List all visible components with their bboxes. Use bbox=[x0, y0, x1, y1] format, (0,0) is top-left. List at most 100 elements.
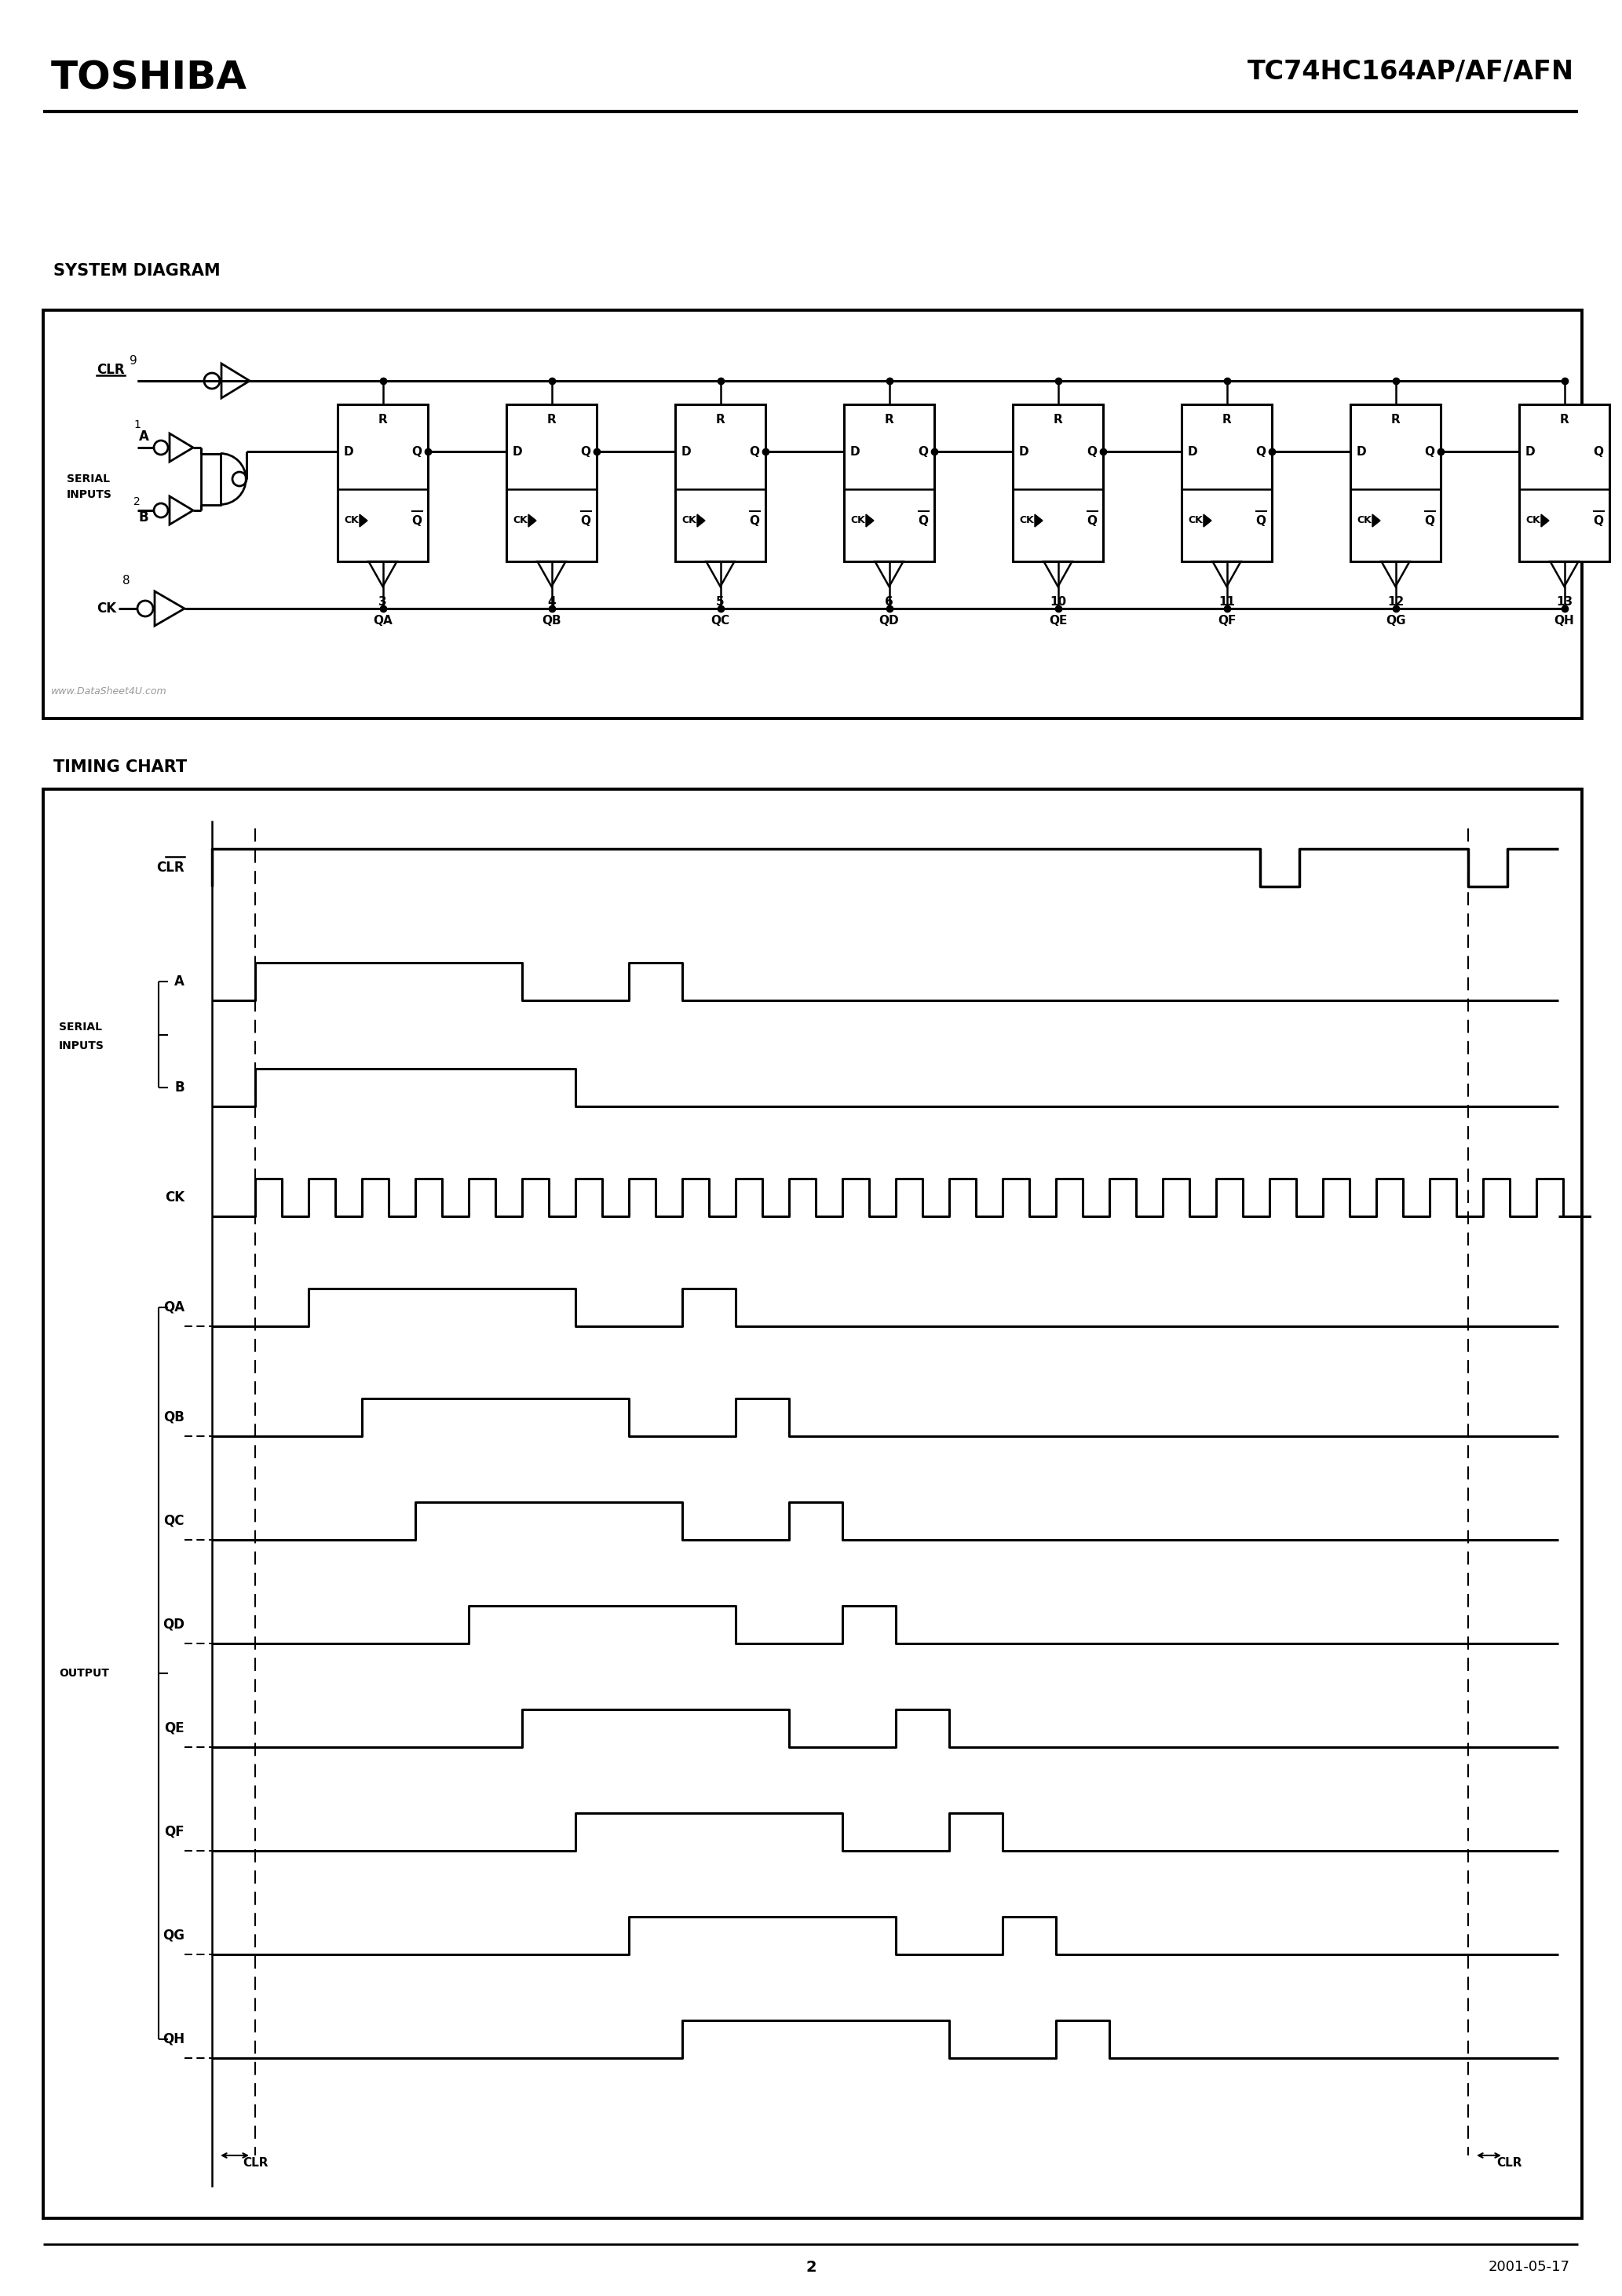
Text: R: R bbox=[547, 413, 556, 425]
Polygon shape bbox=[1541, 514, 1549, 526]
Text: CK: CK bbox=[850, 517, 865, 526]
Text: A: A bbox=[175, 974, 185, 990]
Text: SERIAL: SERIAL bbox=[58, 1022, 102, 1033]
Text: Q: Q bbox=[581, 514, 590, 526]
Text: D: D bbox=[513, 445, 522, 457]
Text: Q: Q bbox=[1593, 445, 1603, 457]
Text: SERIAL: SERIAL bbox=[67, 473, 110, 484]
Text: R: R bbox=[378, 413, 388, 425]
Text: QA: QA bbox=[373, 615, 393, 627]
Text: D: D bbox=[1019, 445, 1028, 457]
Polygon shape bbox=[1372, 514, 1380, 526]
Text: QC: QC bbox=[710, 615, 730, 627]
Text: OUTPUT: OUTPUT bbox=[58, 1667, 109, 1678]
Text: R: R bbox=[1560, 413, 1568, 425]
Text: B: B bbox=[175, 1081, 185, 1095]
Text: Q: Q bbox=[412, 445, 422, 457]
Text: QF: QF bbox=[164, 1825, 185, 1839]
Text: 8: 8 bbox=[123, 574, 130, 585]
Text: Q: Q bbox=[1424, 514, 1434, 526]
Text: Q: Q bbox=[918, 445, 928, 457]
Text: CK: CK bbox=[97, 602, 117, 615]
Text: CLR: CLR bbox=[243, 2156, 268, 2170]
Text: QG: QG bbox=[1385, 615, 1406, 627]
Text: CK: CK bbox=[1187, 517, 1202, 526]
Text: R: R bbox=[715, 413, 725, 425]
Polygon shape bbox=[1035, 514, 1043, 526]
Text: 9: 9 bbox=[130, 356, 138, 367]
Text: 10: 10 bbox=[1049, 597, 1066, 608]
Text: B: B bbox=[139, 510, 149, 523]
Text: QA: QA bbox=[164, 1300, 185, 1316]
Text: A: A bbox=[139, 429, 149, 443]
Bar bbox=[506, 404, 597, 563]
Bar bbox=[1012, 404, 1103, 563]
Text: INPUTS: INPUTS bbox=[58, 1040, 104, 1052]
Text: D: D bbox=[850, 445, 860, 457]
Text: Q: Q bbox=[749, 445, 759, 457]
Text: TC74HC164AP/AF/AFN: TC74HC164AP/AF/AFN bbox=[1247, 60, 1573, 85]
Text: 4: 4 bbox=[547, 597, 556, 608]
Text: Q: Q bbox=[1593, 514, 1603, 526]
Bar bbox=[1520, 404, 1609, 563]
Text: 1: 1 bbox=[133, 420, 141, 429]
Text: QH: QH bbox=[1554, 615, 1575, 627]
Text: 2: 2 bbox=[133, 496, 141, 507]
Bar bbox=[44, 790, 1581, 2218]
Text: QC: QC bbox=[164, 1513, 185, 1529]
Text: CLR: CLR bbox=[97, 363, 125, 377]
Text: 12: 12 bbox=[1387, 597, 1405, 608]
Text: D: D bbox=[1187, 445, 1197, 457]
Text: R: R bbox=[1392, 413, 1400, 425]
Text: QE: QE bbox=[164, 1722, 185, 1736]
Text: QB: QB bbox=[542, 615, 561, 627]
Text: QB: QB bbox=[164, 1410, 185, 1424]
Text: R: R bbox=[884, 413, 894, 425]
Text: Q: Q bbox=[749, 514, 759, 526]
Text: CK: CK bbox=[513, 517, 527, 526]
Text: 13: 13 bbox=[1555, 597, 1573, 608]
Text: R: R bbox=[1053, 413, 1062, 425]
Bar bbox=[337, 404, 428, 563]
Polygon shape bbox=[529, 514, 537, 526]
Text: INPUTS: INPUTS bbox=[67, 489, 112, 501]
Bar bbox=[44, 310, 1581, 719]
Text: 11: 11 bbox=[1218, 597, 1234, 608]
Text: D: D bbox=[681, 445, 691, 457]
Text: 3: 3 bbox=[378, 597, 388, 608]
Bar bbox=[1351, 404, 1440, 563]
Polygon shape bbox=[697, 514, 706, 526]
Text: CK: CK bbox=[1019, 517, 1033, 526]
Text: TOSHIBA: TOSHIBA bbox=[50, 60, 247, 96]
Text: Q: Q bbox=[1424, 445, 1434, 457]
Text: Q: Q bbox=[412, 514, 422, 526]
Text: 2001-05-17: 2001-05-17 bbox=[1489, 2259, 1570, 2273]
Text: Q: Q bbox=[918, 514, 928, 526]
Text: QF: QF bbox=[1218, 615, 1236, 627]
Text: SYSTEM DIAGRAM: SYSTEM DIAGRAM bbox=[54, 264, 221, 278]
Text: Q: Q bbox=[1087, 514, 1096, 526]
Text: CK: CK bbox=[344, 517, 358, 526]
Text: Q: Q bbox=[581, 445, 590, 457]
Bar bbox=[201, 455, 221, 505]
Text: QD: QD bbox=[162, 1619, 185, 1632]
Text: D: D bbox=[344, 445, 354, 457]
Text: D: D bbox=[1525, 445, 1536, 457]
Text: 2: 2 bbox=[806, 2259, 816, 2275]
Polygon shape bbox=[1204, 514, 1212, 526]
Text: CK: CK bbox=[1356, 517, 1371, 526]
Text: QE: QE bbox=[1049, 615, 1067, 627]
Polygon shape bbox=[866, 514, 874, 526]
Bar bbox=[1181, 404, 1272, 563]
Polygon shape bbox=[360, 514, 368, 526]
Bar bbox=[843, 404, 934, 563]
Text: CLR: CLR bbox=[1497, 2156, 1523, 2170]
Text: Q: Q bbox=[1255, 514, 1265, 526]
Text: Q: Q bbox=[1087, 445, 1096, 457]
Text: QG: QG bbox=[162, 1929, 185, 1942]
Text: QD: QD bbox=[879, 615, 899, 627]
Text: CLR: CLR bbox=[157, 861, 185, 875]
Bar bbox=[675, 404, 766, 563]
Text: QH: QH bbox=[162, 2032, 185, 2046]
Text: CK: CK bbox=[165, 1189, 185, 1205]
